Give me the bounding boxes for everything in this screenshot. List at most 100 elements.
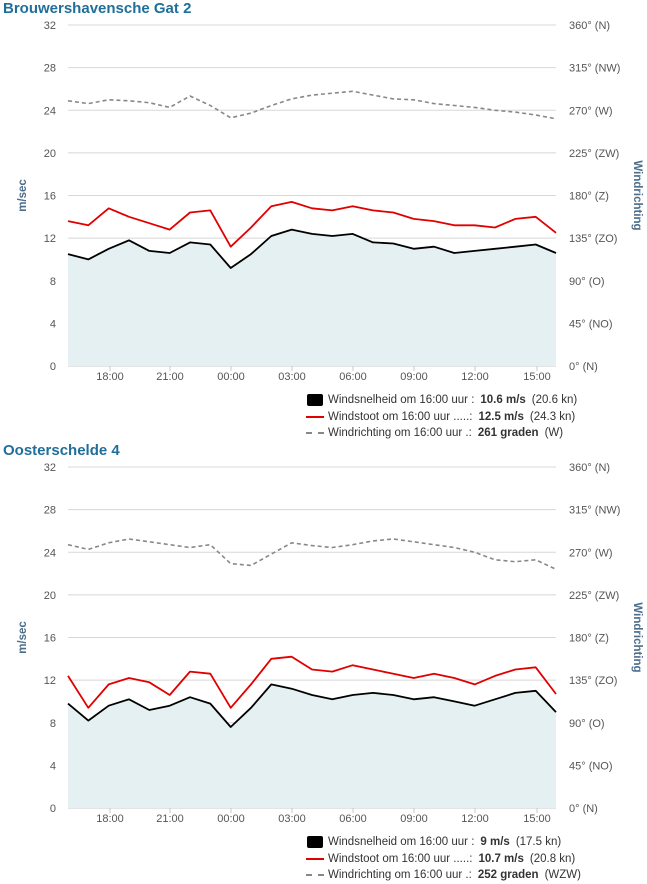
y2-tick-label: 0° (N) <box>569 803 598 815</box>
legend-value: 10.7 m/s <box>478 852 524 865</box>
legend-extra: (20.6 kn) <box>531 394 578 407</box>
legend-symbol-red-line <box>306 411 324 423</box>
legend-label: Windstoot om 16:00 uur .....: <box>328 852 473 865</box>
series-line-2 <box>67 538 557 571</box>
y2-tick-label: 225° (ZW) <box>569 148 619 160</box>
legend-item-windsnelheid[interactable]: Windsnelheid om 16:00 uur : 10.6 m/s (20… <box>306 392 577 409</box>
series-line-0 <box>67 683 557 728</box>
y-tick-label: 8 <box>50 718 56 730</box>
x-tick-label: 18:00 <box>96 371 124 383</box>
legend-value: 9 m/s <box>480 836 510 849</box>
legend-symbol-dashed-line <box>306 427 324 439</box>
legend-symbol-red-line <box>306 853 324 865</box>
y2-tick-label: 45° (NO) <box>569 318 613 330</box>
series-line-1 <box>67 655 557 709</box>
y2-tick-label: 225° (ZW) <box>569 590 619 602</box>
series-area-fill <box>68 229 556 366</box>
wind-chart: 0 4 8 12 16 20 24 28 32 0° (N) 45° (NO) 90° (O) 135°… <box>17 462 643 825</box>
series-line-2 <box>67 90 557 120</box>
legend-value: 12.5 m/s <box>478 410 524 423</box>
legend-value: 252 graden <box>477 869 539 882</box>
legend-item-windrichting[interactable]: Windrichting om 16:00 uur .: 261 graden … <box>306 425 577 442</box>
y2-tick-label: 45° (NO) <box>569 760 613 772</box>
y-tick-label: 12 <box>44 675 56 687</box>
legend-label: Windsnelheid om 16:00 uur : <box>328 836 475 849</box>
x-tick-label: 00:00 <box>217 371 245 383</box>
x-tick-label: 06:00 <box>339 371 367 383</box>
y-tick-label: 4 <box>50 318 56 330</box>
x-tick-label: 09:00 <box>400 813 428 825</box>
station-panel-1: Oosterschelde 4 0 4 8 12 16 20 24 28 32 0° (N) 45°… <box>0 442 647 884</box>
y-tick-label: 8 <box>50 276 56 288</box>
legend-value: 261 graden <box>477 427 539 440</box>
y2-tick-label: 90° (O) <box>569 276 605 288</box>
y2-axis-title: Windrichting <box>631 602 643 672</box>
legend-label: Windsnelheid om 16:00 uur : <box>328 394 475 407</box>
y-tick-label: 20 <box>44 590 56 602</box>
x-tick-label: 09:00 <box>400 371 428 383</box>
legend-value: 10.6 m/s <box>480 394 526 407</box>
legend-item-windstoot[interactable]: Windstoot om 16:00 uur .....: 10.7 m/s (… <box>306 851 581 868</box>
legend-extra: (17.5 kn) <box>515 836 562 849</box>
series-line-0 <box>67 228 557 269</box>
x-tick-label: 21:00 <box>156 813 184 825</box>
x-tick-label: 12:00 <box>461 371 489 383</box>
y2-tick-label: 315° (NW) <box>569 505 620 517</box>
legend-extra: (24.3 kn) <box>529 410 576 423</box>
station-panel-0: Brouwershavensche Gat 2 0 4 8 12 16 20 24 28 32 0… <box>3 0 643 442</box>
y2-tick-label: 360° (N) <box>569 462 610 474</box>
y-tick-label: 32 <box>44 20 56 32</box>
y2-tick-label: 270° (W) <box>569 105 613 117</box>
x-tick-label: 03:00 <box>278 371 306 383</box>
legend-symbol-black <box>306 836 324 849</box>
y-axis-title: m/sec <box>17 179 29 212</box>
station-title: Brouwershavensche Gat 2 <box>3 0 192 17</box>
y2-tick-label: 135° (ZO) <box>569 675 617 687</box>
y-tick-label: 24 <box>44 105 56 117</box>
legend-item-windrichting[interactable]: Windrichting om 16:00 uur .: 252 graden … <box>306 867 581 884</box>
series-line-1 <box>67 201 557 248</box>
y2-tick-label: 180° (Z) <box>569 633 609 645</box>
y2-tick-label: 360° (N) <box>569 20 610 32</box>
y-tick-label: 28 <box>44 63 56 75</box>
legend-label: Windstoot om 16:00 uur .....: <box>328 410 473 423</box>
y2-tick-label: 90° (O) <box>569 718 605 730</box>
legend-item-windsnelheid[interactable]: Windsnelheid om 16:00 uur : 9 m/s (17.5 … <box>306 834 581 851</box>
y-tick-label: 0 <box>50 361 56 373</box>
legend-extra: (W) <box>544 427 564 440</box>
y2-axis-title: Windrichting <box>631 160 643 230</box>
y2-tick-label: 270° (W) <box>569 547 613 559</box>
x-tick-label: 03:00 <box>278 813 306 825</box>
y2-tick-label: 0° (N) <box>569 361 598 373</box>
y-tick-label: 0 <box>50 803 56 815</box>
legend-extra: (WZW) <box>544 869 581 882</box>
legend-extra: (20.8 kn) <box>529 852 576 865</box>
x-tick-label: 21:00 <box>156 371 184 383</box>
y-tick-label: 32 <box>44 462 56 474</box>
y-tick-label: 24 <box>44 547 56 559</box>
chart-legend: Windsnelheid om 16:00 uur : 10.6 m/s (20… <box>306 392 577 442</box>
x-tick-label: 15:00 <box>523 813 551 825</box>
y-tick-label: 16 <box>44 191 56 203</box>
series-area-fill <box>68 684 556 808</box>
chart-legend: Windsnelheid om 16:00 uur : 9 m/s (17.5 … <box>306 834 581 884</box>
legend-symbol-dashed-line <box>306 869 324 881</box>
y-tick-label: 28 <box>44 505 56 517</box>
x-tick-label: 12:00 <box>461 813 489 825</box>
legend-label: Windrichting om 16:00 uur .: <box>328 427 472 440</box>
legend-symbol-black <box>306 394 324 407</box>
y-tick-label: 20 <box>44 148 56 160</box>
x-tick-label: 00:00 <box>217 813 245 825</box>
y-tick-label: 4 <box>50 760 56 772</box>
y-axis-title: m/sec <box>17 621 29 654</box>
y-tick-label: 16 <box>44 633 56 645</box>
station-title: Oosterschelde 4 <box>3 442 120 459</box>
x-tick-label: 15:00 <box>523 371 551 383</box>
y2-tick-label: 180° (Z) <box>569 191 609 203</box>
y2-tick-label: 315° (NW) <box>569 63 620 75</box>
x-tick-label: 06:00 <box>339 813 367 825</box>
legend-label: Windrichting om 16:00 uur .: <box>328 869 472 882</box>
legend-item-windstoot[interactable]: Windstoot om 16:00 uur .....: 12.5 m/s (… <box>306 409 577 426</box>
y-tick-label: 12 <box>44 233 56 245</box>
wind-chart: 0 4 8 12 16 20 24 28 32 0° (N) 45° (NO) 90° (O) 135°… <box>17 20 643 383</box>
